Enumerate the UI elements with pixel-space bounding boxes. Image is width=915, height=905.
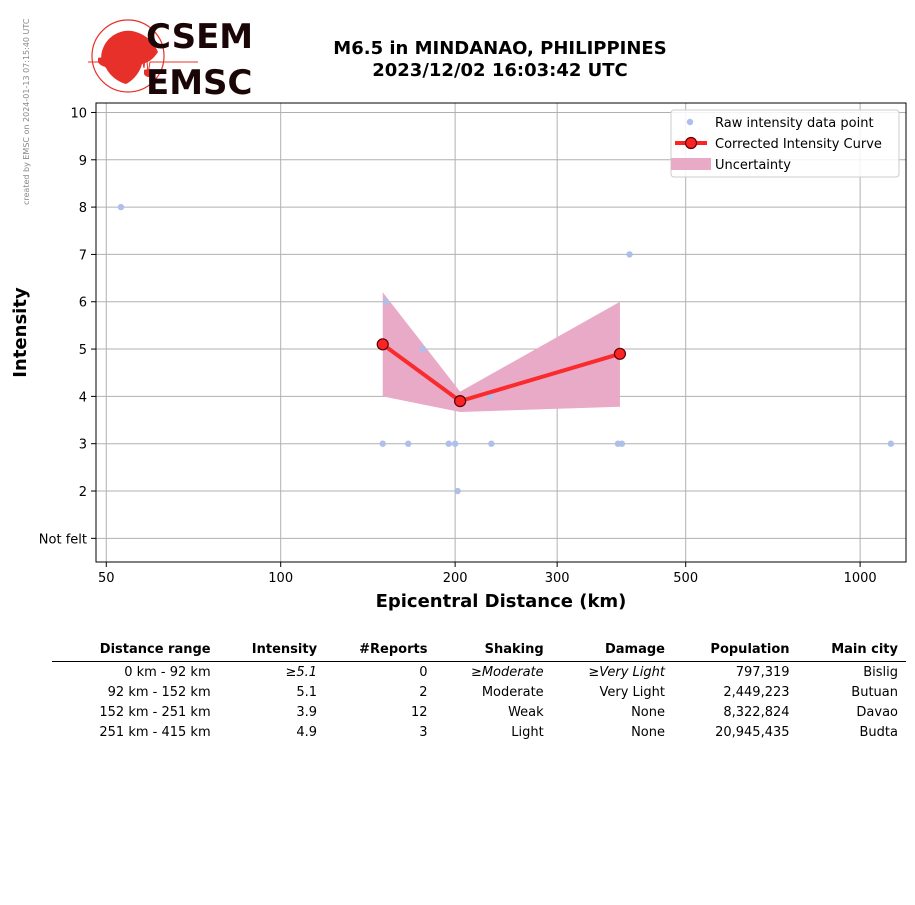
- legend-band-swatch: [671, 158, 711, 170]
- table-cell: 251 km - 415 km: [99, 725, 211, 740]
- x-tick-label: 1000: [844, 571, 877, 586]
- legend-curve-label: Corrected Intensity Curve: [715, 137, 882, 152]
- y-axis-label: Intensity: [10, 287, 31, 378]
- title-line-2: 2023/12/02 16:03:42 UTC: [372, 60, 628, 81]
- legend-raw-label: Raw intensity data point: [715, 116, 874, 131]
- column-header: #Reports: [325, 640, 436, 662]
- table-body: 0 km - 92 km ≥5.1 0 ≥Moderate ≥Very Light 797…: [52, 662, 906, 743]
- x-axis-label: Epicentral Distance (km): [376, 591, 627, 612]
- raw-data-point: [117, 203, 125, 211]
- raw-data-point: [488, 440, 495, 447]
- y-tick-label: 8: [79, 201, 87, 216]
- column-header: Shaking: [435, 640, 552, 662]
- table-row: 251 km - 415 km 4.9 3 Light None 20,945,435 Bu…: [52, 722, 906, 742]
- intensity-chart: 50 100 200 300 500 1000 Not felt 2 3 4 5 6 7 8 9 10 Epic…: [10, 102, 907, 612]
- table-cell: 797,319: [735, 665, 790, 680]
- table-cell: Moderate: [481, 685, 544, 700]
- raw-data-point: [382, 298, 390, 305]
- raw-data-point: [887, 440, 895, 447]
- table-cell: 3.9: [296, 705, 318, 720]
- table-cell: 20,945,435: [715, 725, 790, 740]
- y-tick-label: 9: [79, 154, 87, 169]
- plot-frame: [95, 102, 907, 563]
- table-row: 0 km - 92 km ≥5.1 0 ≥Moderate ≥Very Light 797…: [52, 662, 906, 683]
- y-tick-label: 6: [79, 296, 87, 311]
- table-row: 152 km - 251 km 3.9 12 Weak None 8,322,824 Dav…: [52, 702, 906, 722]
- column-header: Main city: [797, 640, 906, 662]
- table-row: 92 km - 152 km 5.1 2 Moderate Very Light 2,44…: [52, 682, 906, 702]
- chart-title: M6.5 in MINDANAO, PHILIPPINES 2023/12/02…: [250, 38, 750, 82]
- table-cell: 152 km - 251 km: [99, 705, 211, 720]
- table-cell: 0: [419, 665, 428, 680]
- corrected-intensity-point: [376, 338, 389, 351]
- distance-table: Distance range Intensity #Reports Shaking Da…: [52, 640, 906, 742]
- column-header: Damage: [551, 640, 673, 662]
- table-cell: 5.1: [296, 685, 318, 700]
- table-cell: None: [631, 725, 665, 740]
- x-tick-label: 50: [98, 571, 115, 586]
- table-cell: Davao: [856, 705, 898, 720]
- table-cell: 0 km - 92 km: [124, 665, 211, 680]
- table-cell: Butuan: [851, 685, 898, 700]
- csem-emsc-logo: CSEM EMSC: [88, 18, 253, 98]
- table-cell: 12: [410, 705, 428, 720]
- corrected-intensity-point: [613, 347, 627, 360]
- x-tick-label: 100: [268, 571, 293, 586]
- table-cell: ≥Moderate: [470, 665, 544, 680]
- y-tick-label: 7: [79, 248, 87, 263]
- summary-table: Distance range Intensity #Reports Shaking Da…: [52, 640, 906, 742]
- table-cell: None: [631, 705, 665, 720]
- x-tick-label: 200: [443, 571, 468, 586]
- raw-data-point: [445, 440, 452, 447]
- raw-data-point: [379, 440, 386, 447]
- corrected-intensity-point: [454, 395, 467, 408]
- table-cell: Very Light: [599, 685, 665, 700]
- table-cell: ≥Very Light: [588, 665, 665, 680]
- raw-data-point: [451, 440, 459, 447]
- table-cell: Light: [511, 725, 544, 740]
- raw-data-point: [405, 440, 412, 447]
- y-tick-label: 3: [79, 438, 87, 453]
- table-cell: ≥5.1: [285, 665, 318, 680]
- legend-curve-marker: [684, 136, 698, 150]
- raw-data-point: [618, 440, 626, 447]
- table-cell: Budta: [859, 725, 898, 740]
- table-cell: Bislig: [863, 665, 898, 680]
- table-cell: 2,449,223: [723, 685, 790, 700]
- raw-data-point: [626, 251, 633, 258]
- x-tick-label: 500: [673, 571, 698, 586]
- legend-raw-marker: [686, 118, 694, 126]
- logo-top-text: CSEM: [146, 18, 253, 57]
- table-cell: 4.9: [296, 725, 318, 740]
- y-tick-label: 10: [70, 106, 87, 121]
- y-tick-label: Not felt: [39, 532, 87, 547]
- legend-band-label: Uncertainty: [715, 158, 791, 173]
- column-header: Distance range: [52, 640, 219, 662]
- column-header: Population: [672, 640, 798, 662]
- table-header-row: Distance range Intensity #Reports Shaking Da…: [52, 640, 906, 662]
- table-cell: 2: [419, 685, 428, 700]
- column-header: Intensity: [218, 640, 326, 662]
- raw-data-point: [419, 345, 427, 353]
- y-tick-label: 2: [79, 485, 87, 500]
- raw-data-point: [487, 393, 494, 400]
- title-line-1: M6.5 in MINDANAO, PHILIPPINES: [333, 38, 667, 59]
- table-cell: 92 km - 152 km: [107, 685, 211, 700]
- raw-data-point: [454, 487, 461, 495]
- table-cell: 3: [419, 725, 428, 740]
- y-tick-label: 5: [79, 343, 87, 358]
- x-tick-label: 300: [545, 571, 570, 586]
- globe-icon: [88, 19, 198, 93]
- uncertainty-band: [382, 292, 620, 412]
- logo-bottom-text: EMSC: [146, 63, 253, 98]
- y-tick-label: 4: [79, 390, 87, 405]
- legend-box: [670, 109, 900, 178]
- table-cell: 8,322,824: [723, 705, 790, 720]
- table-cell: Weak: [508, 705, 544, 720]
